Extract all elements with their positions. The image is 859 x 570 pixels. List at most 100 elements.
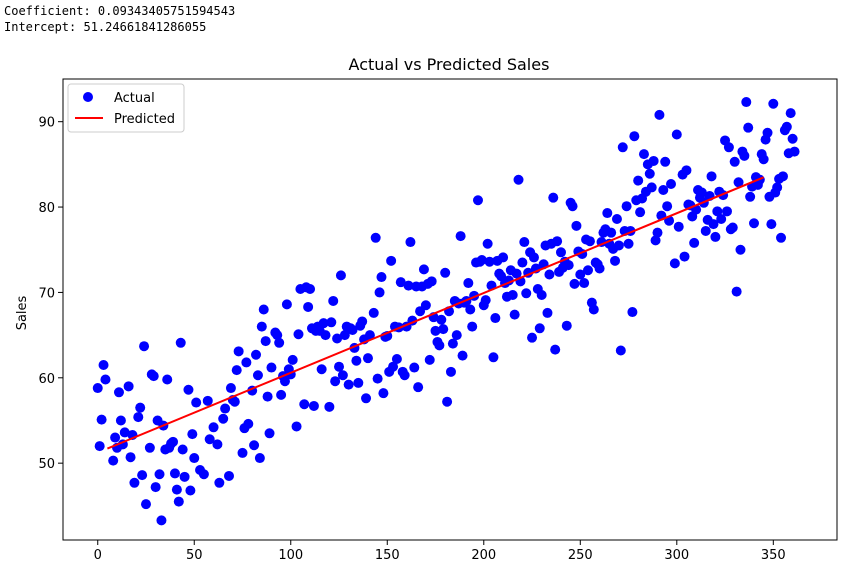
actual-point-310: [735, 244, 746, 255]
actual-point-106: [335, 270, 346, 281]
actual-point-85: [291, 421, 302, 432]
actual-point-254: [623, 238, 634, 249]
actual-point-97: [316, 364, 327, 375]
actual-point-156: [434, 340, 445, 351]
actual-point-44: [191, 397, 202, 408]
actual-point-60: [237, 447, 248, 458]
x-tick-label-300: 300: [664, 548, 689, 563]
actual-point-315: [745, 191, 756, 202]
actual-point-260: [635, 207, 646, 218]
actual-point-172: [465, 304, 476, 315]
actual-point-0: [92, 383, 103, 394]
actual-point-196: [511, 268, 522, 279]
legend-marker-actual: [83, 92, 93, 102]
actual-point-5: [108, 455, 119, 466]
actual-point-15: [129, 477, 140, 488]
intercept-text: Intercept: 51.24661841286055: [4, 20, 207, 34]
actual-point-337: [787, 133, 798, 144]
actual-point-54: [223, 470, 234, 481]
actual-point-182: [484, 256, 495, 267]
actual-point-180: [480, 295, 491, 306]
actual-point-102: [328, 295, 339, 306]
actual-point-215: [548, 192, 559, 203]
actual-point-313: [741, 97, 752, 108]
actual-point-253: [621, 201, 632, 212]
legend-box: [67, 83, 185, 133]
actual-point-81: [281, 299, 292, 310]
actual-point-176: [472, 195, 483, 206]
actual-point-18: [137, 470, 148, 481]
actual-point-69: [256, 321, 267, 332]
actual-point-201: [521, 288, 532, 299]
actual-point-40: [183, 384, 194, 395]
actual-point-247: [610, 255, 621, 266]
actual-point-212: [542, 307, 553, 318]
actual-point-336: [785, 108, 796, 119]
actual-point-35: [171, 484, 182, 495]
actual-point-55: [225, 383, 236, 394]
actual-point-304: [723, 142, 734, 153]
actual-point-3: [98, 359, 109, 370]
actual-point-312: [739, 150, 750, 161]
actual-point-303: [721, 206, 732, 217]
actual-point-163: [447, 338, 458, 349]
actual-point-245: [606, 227, 617, 238]
actual-point-93: [308, 400, 319, 411]
actual-point-66: [251, 349, 262, 360]
actual-point-51: [214, 477, 225, 488]
actual-point-306: [727, 222, 738, 233]
actual-point-70: [258, 304, 269, 315]
actual-point-269: [652, 227, 663, 238]
y-tick-label-80: 80: [38, 201, 55, 216]
actual-point-20: [140, 499, 151, 510]
actual-point-159: [440, 267, 451, 278]
actual-point-168: [457, 350, 468, 361]
actual-point-38: [177, 444, 188, 455]
actual-point-46: [198, 469, 209, 480]
actual-point-167: [455, 231, 466, 242]
actual-point-47: [202, 395, 213, 406]
actual-point-151: [424, 354, 435, 365]
actual-point-86: [293, 329, 304, 340]
actual-point-194: [507, 289, 518, 300]
actual-point-78: [276, 389, 287, 400]
actual-point-48: [204, 434, 215, 445]
y-tick-label-60: 60: [38, 372, 55, 387]
actual-point-80: [279, 376, 290, 387]
actual-point-162: [445, 366, 456, 377]
actual-point-77: [274, 337, 285, 348]
actual-point-251: [617, 142, 628, 153]
actual-point-76: [272, 330, 283, 341]
actual-point-233: [583, 265, 594, 276]
actual-point-277: [669, 258, 680, 269]
actual-point-1: [94, 441, 105, 452]
actual-point-279: [673, 221, 684, 232]
actual-point-266: [646, 182, 657, 193]
actual-point-171: [463, 278, 474, 289]
actual-point-250: [615, 345, 626, 356]
chart-legend: Actual Predicted: [67, 83, 185, 133]
actual-point-209: [536, 289, 547, 300]
actual-point-327: [768, 98, 779, 109]
plot-frame: [62, 78, 838, 541]
actual-point-219: [555, 247, 566, 258]
actual-point-62: [241, 357, 252, 368]
actual-point-227: [571, 220, 582, 231]
legend-label-actual: Actual: [114, 91, 155, 106]
x-tick-label-200: 200: [471, 548, 496, 563]
actual-point-274: [662, 201, 673, 212]
actual-point-53: [220, 403, 231, 414]
actual-point-132: [388, 361, 399, 372]
actual-point-27: [156, 515, 167, 526]
actual-point-11: [119, 427, 130, 438]
actual-point-24: [150, 482, 161, 493]
actual-point-208: [534, 323, 545, 334]
actual-point-295: [706, 171, 717, 182]
chart-title: Actual vs Predicted Sales: [349, 55, 550, 74]
actual-point-136: [395, 277, 406, 288]
actual-point-248: [611, 214, 622, 225]
actual-point-178: [476, 254, 487, 265]
actual-point-58: [231, 365, 242, 376]
actual-point-71: [260, 336, 271, 347]
